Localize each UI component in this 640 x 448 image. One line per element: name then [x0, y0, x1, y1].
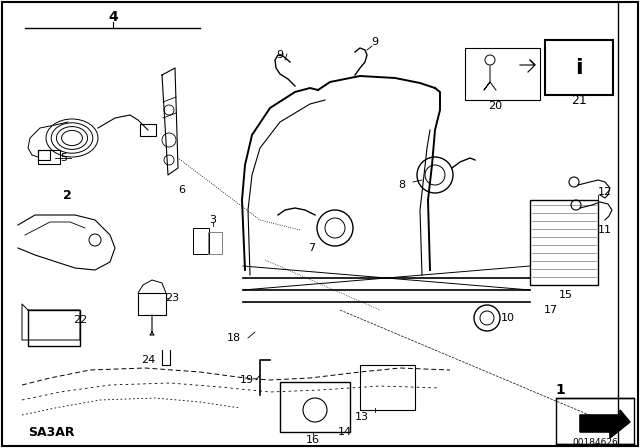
Text: 7: 7 [308, 243, 316, 253]
Text: 20: 20 [488, 101, 502, 111]
Text: 4: 4 [108, 10, 118, 24]
Bar [38, 150, 50, 160]
Text: 21: 21 [571, 94, 587, 107]
Text: 18: 18 [227, 333, 241, 343]
Text: 2: 2 [63, 189, 72, 202]
Bar [208, 232, 222, 254]
Bar [38, 150, 60, 164]
Bar [28, 310, 80, 346]
Text: i: i [575, 58, 583, 78]
Text: 6: 6 [179, 185, 186, 195]
Bar [530, 200, 598, 285]
Text: 3: 3 [209, 215, 216, 225]
Text: 1: 1 [555, 383, 565, 397]
Bar [280, 382, 350, 432]
Text: 5: 5 [61, 153, 67, 163]
Polygon shape [162, 68, 178, 175]
Text: 16: 16 [306, 435, 320, 445]
Bar [138, 293, 166, 315]
Text: 23: 23 [165, 293, 179, 303]
Bar [360, 365, 415, 410]
Text: 19: 19 [240, 375, 254, 385]
Text: 17: 17 [544, 305, 558, 315]
Text: 9: 9 [371, 37, 379, 47]
Text: 11: 11 [598, 225, 612, 235]
Text: 8: 8 [399, 180, 406, 190]
Text: 15: 15 [559, 290, 573, 300]
Text: SA3AR: SA3AR [28, 426, 74, 439]
Text: 24: 24 [141, 355, 155, 365]
Bar [556, 398, 634, 444]
Text: 00184626: 00184626 [572, 438, 618, 447]
Text: 10: 10 [501, 313, 515, 323]
Text: 9: 9 [276, 50, 284, 60]
Bar [140, 124, 156, 136]
Bar [193, 228, 209, 254]
Text: 12: 12 [598, 187, 612, 197]
Text: 22: 22 [73, 315, 87, 325]
Bar [465, 48, 540, 100]
Polygon shape [580, 410, 630, 438]
Bar [545, 40, 613, 95]
Text: 13: 13 [355, 412, 369, 422]
Text: 14: 14 [338, 427, 352, 437]
